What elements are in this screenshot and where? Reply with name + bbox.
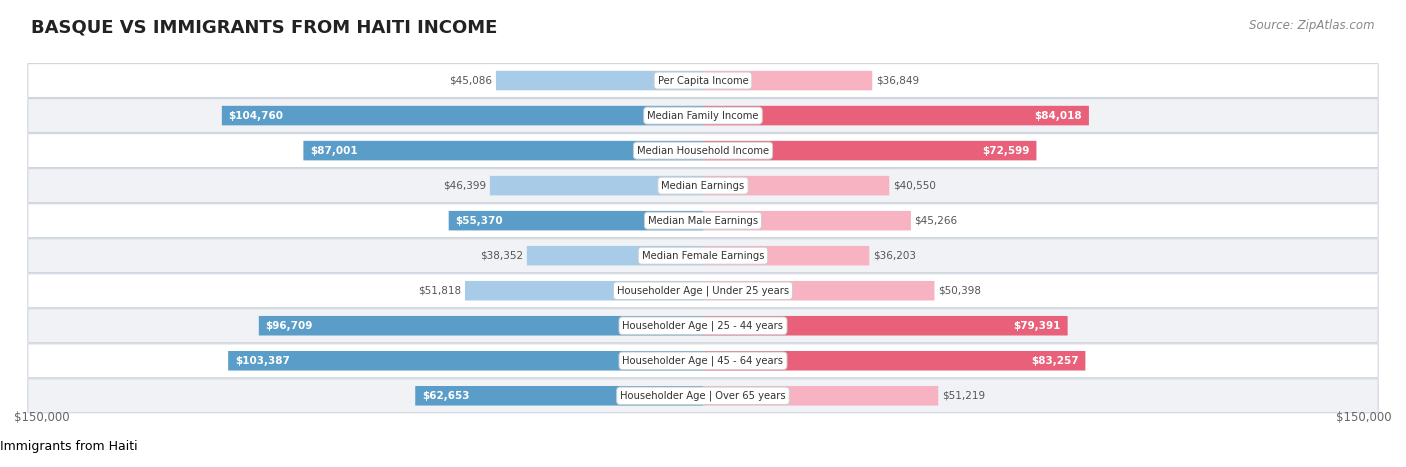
Text: $46,399: $46,399 xyxy=(443,181,486,191)
Text: $55,370: $55,370 xyxy=(456,216,503,226)
Text: $150,000: $150,000 xyxy=(14,411,70,424)
Text: Median Female Earnings: Median Female Earnings xyxy=(641,251,765,261)
Text: Householder Age | 25 - 44 years: Householder Age | 25 - 44 years xyxy=(623,320,783,331)
Text: $104,760: $104,760 xyxy=(229,111,284,120)
Text: $72,599: $72,599 xyxy=(983,146,1029,156)
Text: Householder Age | Under 25 years: Householder Age | Under 25 years xyxy=(617,285,789,296)
FancyBboxPatch shape xyxy=(222,106,703,125)
Text: Median Household Income: Median Household Income xyxy=(637,146,769,156)
Text: Per Capita Income: Per Capita Income xyxy=(658,76,748,85)
FancyBboxPatch shape xyxy=(527,246,703,265)
FancyBboxPatch shape xyxy=(228,351,703,370)
FancyBboxPatch shape xyxy=(703,281,935,300)
FancyBboxPatch shape xyxy=(304,141,703,160)
Text: $51,818: $51,818 xyxy=(419,286,461,296)
Text: Median Male Earnings: Median Male Earnings xyxy=(648,216,758,226)
Text: $50,398: $50,398 xyxy=(938,286,981,296)
Text: $51,219: $51,219 xyxy=(942,391,984,401)
Text: $96,709: $96,709 xyxy=(266,321,314,331)
Text: $36,203: $36,203 xyxy=(873,251,915,261)
FancyBboxPatch shape xyxy=(28,344,1378,378)
FancyBboxPatch shape xyxy=(259,316,703,335)
FancyBboxPatch shape xyxy=(703,316,1067,335)
Text: $84,018: $84,018 xyxy=(1035,111,1083,120)
Text: $79,391: $79,391 xyxy=(1014,321,1060,331)
FancyBboxPatch shape xyxy=(28,239,1378,273)
FancyBboxPatch shape xyxy=(415,386,703,405)
Text: Median Earnings: Median Earnings xyxy=(661,181,745,191)
Text: $103,387: $103,387 xyxy=(235,356,290,366)
FancyBboxPatch shape xyxy=(28,99,1378,133)
Text: Median Family Income: Median Family Income xyxy=(647,111,759,120)
FancyBboxPatch shape xyxy=(703,211,911,230)
FancyBboxPatch shape xyxy=(28,64,1378,98)
FancyBboxPatch shape xyxy=(703,386,938,405)
FancyBboxPatch shape xyxy=(449,211,703,230)
FancyBboxPatch shape xyxy=(465,281,703,300)
Text: $40,550: $40,550 xyxy=(893,181,935,191)
FancyBboxPatch shape xyxy=(703,246,869,265)
FancyBboxPatch shape xyxy=(703,351,1085,370)
Text: $87,001: $87,001 xyxy=(311,146,359,156)
Text: Source: ZipAtlas.com: Source: ZipAtlas.com xyxy=(1250,19,1375,32)
Text: $45,266: $45,266 xyxy=(914,216,957,226)
Text: $83,257: $83,257 xyxy=(1031,356,1078,366)
Text: $150,000: $150,000 xyxy=(1336,411,1392,424)
Text: $62,653: $62,653 xyxy=(422,391,470,401)
FancyBboxPatch shape xyxy=(28,204,1378,238)
Text: Householder Age | 45 - 64 years: Householder Age | 45 - 64 years xyxy=(623,355,783,366)
FancyBboxPatch shape xyxy=(496,71,703,90)
FancyBboxPatch shape xyxy=(703,176,889,195)
FancyBboxPatch shape xyxy=(28,274,1378,308)
FancyBboxPatch shape xyxy=(28,134,1378,168)
FancyBboxPatch shape xyxy=(703,141,1036,160)
FancyBboxPatch shape xyxy=(28,169,1378,203)
Text: Householder Age | Over 65 years: Householder Age | Over 65 years xyxy=(620,390,786,401)
Legend: Basque, Immigrants from Haiti: Basque, Immigrants from Haiti xyxy=(0,435,142,458)
Text: $36,849: $36,849 xyxy=(876,76,918,85)
FancyBboxPatch shape xyxy=(28,379,1378,413)
Text: $38,352: $38,352 xyxy=(481,251,523,261)
FancyBboxPatch shape xyxy=(28,309,1378,343)
FancyBboxPatch shape xyxy=(703,106,1088,125)
FancyBboxPatch shape xyxy=(703,71,872,90)
Text: $45,086: $45,086 xyxy=(450,76,492,85)
Text: BASQUE VS IMMIGRANTS FROM HAITI INCOME: BASQUE VS IMMIGRANTS FROM HAITI INCOME xyxy=(31,19,498,37)
FancyBboxPatch shape xyxy=(489,176,703,195)
